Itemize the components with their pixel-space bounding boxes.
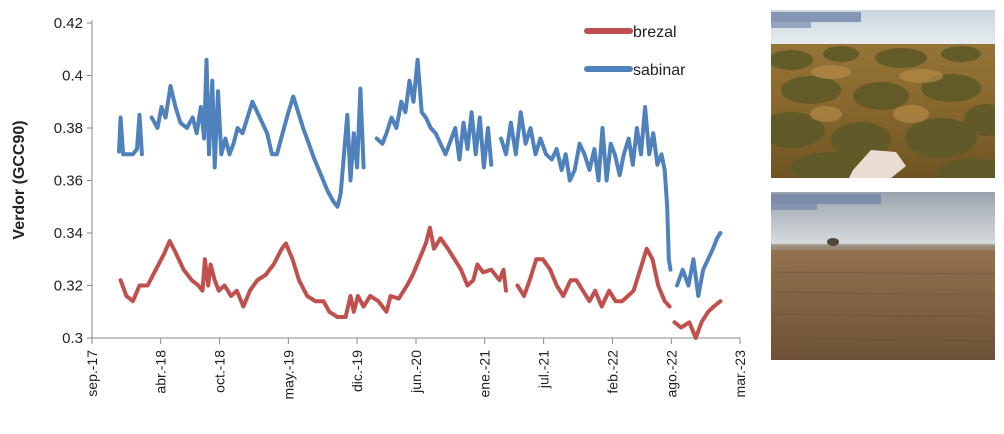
x-tick-label: mar.-23 — [732, 350, 748, 398]
series-layer — [117, 57, 723, 340]
y-axis-label: Verdor (GCC90) — [11, 120, 28, 239]
x-tick-label: ene.-21 — [477, 350, 493, 398]
x-tick-label: dic.-19 — [349, 350, 365, 392]
x-tick-label: sep.-17 — [84, 350, 100, 397]
series-line-sabinar-segment-4 — [499, 105, 673, 272]
series-line-sabinar-segment-3 — [374, 57, 494, 170]
legend: brezal sabinar — [584, 24, 686, 79]
y-tick-label: 0.32 — [54, 278, 83, 295]
x-tick-label: jul.-21 — [536, 350, 552, 389]
chart: 0.3 0.32 0.34 0.36 0.38 0.4 0.42 sep.-17 abr.-1… — [11, 15, 748, 400]
series-line-sabinar-segment-2 — [149, 57, 366, 209]
x-tick-label: jun.-20 — [408, 350, 424, 394]
series-line-brezal-segment-2 — [515, 246, 672, 309]
y-tick-label: 0.3 — [62, 330, 83, 347]
x-tick-label: feb.-22 — [604, 350, 620, 394]
grassland-photo — [771, 192, 995, 360]
x-tick-label: ago.-22 — [663, 350, 679, 398]
y-ticks: 0.3 0.32 0.34 0.36 0.38 0.4 0.42 — [54, 15, 92, 347]
series-line-brezal-segment-1 — [118, 225, 508, 319]
series-line-sabinar-segment-1 — [117, 112, 144, 157]
y-tick-label: 0.42 — [54, 15, 83, 32]
x-tick-label: may.-19 — [280, 350, 296, 400]
y-tick-label: 0.4 — [62, 68, 83, 85]
legend-label-sabinar: sabinar — [633, 62, 686, 79]
series-line-sabinar-segment-5 — [675, 231, 723, 298]
series-line-brezal-segment-3 — [672, 299, 723, 340]
brezal-sabinar-shrubland-photo — [771, 10, 995, 178]
y-tick-label: 0.36 — [54, 173, 83, 190]
y-tick-label: 0.34 — [54, 225, 83, 242]
y-tick-label: 0.38 — [54, 120, 83, 137]
legend-label-brezal: brezal — [633, 24, 677, 41]
x-ticks: sep.-17 abr.-18 oct.-18 may.-19 dic.-19 jun.-… — [84, 338, 748, 400]
x-tick-label: oct.-18 — [212, 350, 228, 393]
x-tick-label: abr.-18 — [153, 350, 169, 394]
